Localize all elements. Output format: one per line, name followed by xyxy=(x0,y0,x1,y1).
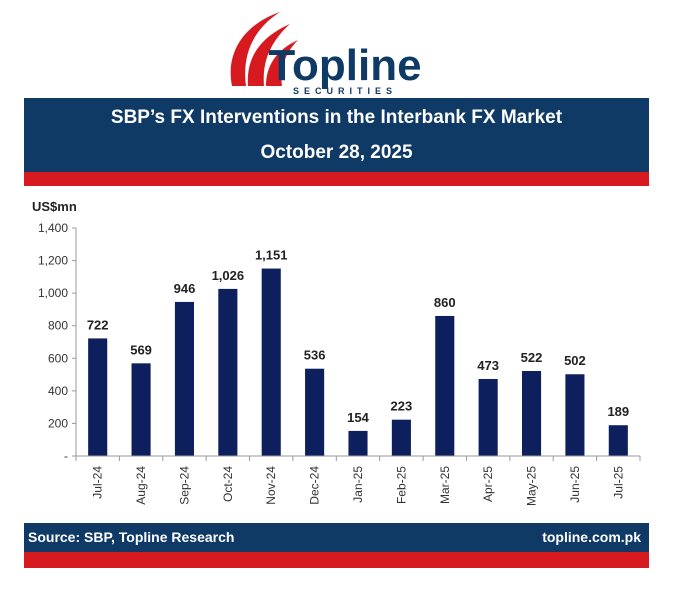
header-accent-bar xyxy=(24,172,649,186)
value-label: 223 xyxy=(391,399,413,414)
value-label: 1,026 xyxy=(212,268,245,283)
topline-logo: Topline SECURITIES xyxy=(230,12,422,96)
value-label: 860 xyxy=(434,295,456,310)
bar-oct-24 xyxy=(218,288,238,456)
logo-swoosh-icon xyxy=(230,12,298,86)
bar-chart: US$mn - 200 400 600 800 1,000 1,200 1,400 722 56… xyxy=(32,199,641,506)
footer-accent-bar xyxy=(24,552,649,568)
y-tick-label: 1,200 xyxy=(38,254,68,268)
chart-title: SBP’s FX Interventions in the Interbank … xyxy=(110,107,563,128)
brand-name: Topline xyxy=(268,41,421,90)
x-tick-label: Dec-24 xyxy=(308,466,322,505)
bar-may-25 xyxy=(521,370,542,456)
value-label: 522 xyxy=(521,350,543,365)
x-tick-label: Jul-24 xyxy=(91,466,105,499)
bar-jul-24 xyxy=(88,338,108,456)
bar-jul-25 xyxy=(608,425,628,456)
x-tick-label: Apr-25 xyxy=(481,466,495,502)
value-label: 1,151 xyxy=(255,248,288,263)
x-tick-label: Feb-25 xyxy=(394,466,408,504)
x-tick-label: Nov-24 xyxy=(264,466,278,505)
value-label: 473 xyxy=(477,358,499,373)
bar-jan-25 xyxy=(348,430,368,456)
y-axis: - 200 400 600 800 1,000 1,200 1,400 xyxy=(38,221,77,463)
value-label: 154 xyxy=(347,410,369,425)
bar-aug-24 xyxy=(131,363,151,456)
y-axis-label: US$mn xyxy=(32,199,77,214)
source-note: Source: SBP, Topline Research xyxy=(28,529,235,545)
bar-feb-25 xyxy=(391,419,411,456)
bars xyxy=(88,268,628,456)
bar-dec-24 xyxy=(305,368,325,456)
footer-bar: Source: SBP, Topline Research topline.co… xyxy=(24,523,649,552)
x-tick-label: Jul-25 xyxy=(611,466,625,499)
value-labels: 722 569 946 1,026 1,151 536 154 223 860 473 522 502… xyxy=(87,248,629,425)
header-banner: SBP’s FX Interventions in the Interbank … xyxy=(24,98,649,172)
x-tick-label: Sep-24 xyxy=(177,466,191,505)
bar-sep-24 xyxy=(174,301,195,456)
y-tick-label: - xyxy=(64,449,68,463)
x-tick-label: Aug-24 xyxy=(134,466,148,505)
value-label: 502 xyxy=(564,353,586,368)
x-tick-label: Oct-24 xyxy=(221,466,235,502)
value-label: 946 xyxy=(174,281,196,296)
value-label: 189 xyxy=(607,404,629,419)
bar-mar-25 xyxy=(435,315,455,456)
y-tick-label: 400 xyxy=(48,384,68,398)
brand-tagline: SECURITIES xyxy=(293,86,397,96)
x-axis: Jul-24 Aug-24 Sep-24 Oct-24 Nov-24 Dec-24 Jan-… xyxy=(75,455,641,506)
chart-date: October 28, 2025 xyxy=(260,142,413,163)
bar-jun-25 xyxy=(565,374,585,456)
y-tick-label: 800 xyxy=(48,319,68,333)
y-tick-label: 200 xyxy=(48,416,68,430)
y-tick-label: 600 xyxy=(48,351,68,365)
x-tick-label: Jun-25 xyxy=(568,466,582,503)
bar-nov-24 xyxy=(261,268,281,456)
value-label: 536 xyxy=(304,348,326,363)
y-tick-label: 1,400 xyxy=(38,221,68,235)
value-label: 722 xyxy=(87,317,109,332)
value-label: 569 xyxy=(130,342,152,357)
x-tick-label: Mar-25 xyxy=(438,466,452,504)
website-link[interactable]: topline.com.pk xyxy=(542,529,641,545)
y-tick-label: 1,000 xyxy=(38,286,68,300)
bar-apr-25 xyxy=(478,378,498,456)
x-tick-label: Jan-25 xyxy=(351,466,365,503)
x-tick-label: May-25 xyxy=(525,466,539,506)
